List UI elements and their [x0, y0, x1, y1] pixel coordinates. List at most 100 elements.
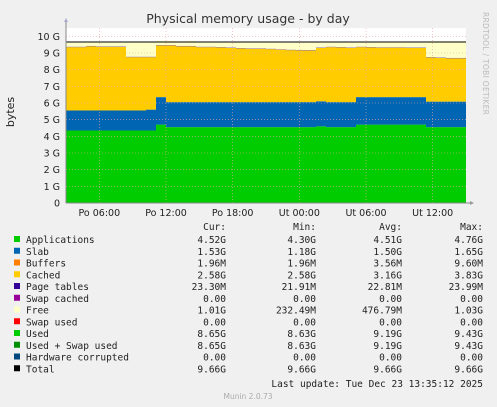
legend-swatch: [14, 236, 20, 242]
legend-value-min: 232.49M: [276, 306, 316, 317]
x-tick-label: Ut 00:00: [279, 208, 320, 219]
legend-label: Total: [26, 364, 55, 375]
legend-value-avg: 9.19G: [373, 329, 402, 340]
legend-value-max: 0.00: [460, 294, 483, 305]
y-axis-label: bytes: [4, 97, 17, 128]
grid-lines: [66, 28, 466, 203]
legend-swatch: [14, 330, 20, 336]
legend-value-cur: 1.01G: [197, 306, 226, 317]
legend-value-cur: 0.00: [203, 353, 226, 364]
legend-label: Page tables: [26, 282, 89, 293]
legend-row-buffers: Buffers 1.96M 1.96M 3.56M 9.60M: [14, 259, 483, 270]
legend-value-min: 2.58G: [287, 270, 316, 281]
y-tick-label: 8 G: [44, 65, 60, 76]
legend-value-min: 8.63G: [287, 329, 316, 340]
legend-value-min: 9.66G: [287, 364, 316, 375]
legend-value-cur: 23.30M: [192, 282, 227, 293]
legend-value-max: 0.00: [460, 353, 483, 364]
legend-swatch: [14, 365, 20, 372]
legend-swatch: [14, 306, 20, 313]
legend-value-avg: 4.51G: [373, 235, 402, 246]
legend-value-min: 4.30G: [287, 235, 316, 246]
y-tick-label: 1 G: [44, 182, 60, 193]
legend-value-cur: 1.53G: [197, 247, 226, 258]
legend-swatch: [14, 247, 20, 254]
legend-value-min: 8.63G: [287, 341, 316, 352]
area-page-tables: [66, 45, 466, 60]
legend-swatch: [14, 353, 20, 360]
axes: [64, 18, 474, 205]
legend-label: Used + Swap used: [26, 341, 118, 352]
legend-swatch: [14, 259, 20, 266]
legend-row-cached: Cached 2.58G 2.58G 3.16G 3.83G: [14, 270, 483, 281]
y-tick-labels: 0 1 G 2 G 3 G 4 G 5 G 6 G 7 G 8 G 9 G 10 G: [38, 32, 60, 210]
legend-value-max: 9.66G: [454, 364, 483, 375]
legend-row-total: Total 9.66G 9.66G 9.66G 9.66G: [14, 364, 483, 375]
legend-label: Cached: [26, 270, 60, 281]
legend-swatch: [14, 318, 20, 325]
legend-value-cur: 4.52G: [197, 235, 226, 246]
legend-value-min: 1.18G: [287, 247, 316, 258]
legend-value-avg: 0.00: [379, 294, 402, 305]
x-tick-labels: Po 06:00 Po 12:00 Po 18:00 Ut 00:00 Ut 06:00…: [79, 208, 454, 219]
legend-value-max: 1.65G: [454, 247, 483, 258]
legend-header-cur: Cur:: [203, 222, 226, 233]
legend-row-applications: Applications 4.52G 4.30G 4.51G 4.76G: [14, 235, 483, 246]
legend-value-max: 23.99M: [449, 282, 484, 293]
y-tick-label: 6 G: [44, 99, 60, 110]
last-update: Last update: Tue Dec 23 13:35:12 2025: [271, 379, 483, 390]
munin-version: Munin 2.0.73: [223, 392, 272, 401]
legend-value-avg: 3.16G: [373, 270, 402, 281]
legend-row-used-swap-used: Used + Swap used 8.65G 8.63G 9.19G 9.43G: [14, 341, 483, 352]
legend-value-cur: 1.96M: [197, 259, 226, 270]
area-slab: [66, 97, 466, 131]
area-free: [66, 40, 466, 59]
legend-value-min: 0.00: [293, 294, 316, 305]
x-tick-label: Po 12:00: [145, 208, 187, 219]
legend-value-avg: 9.66G: [373, 364, 402, 375]
legend-value-avg: 476.79M: [362, 306, 402, 317]
legend-value-cur: 2.58G: [197, 270, 226, 281]
y-tick-label: 10 G: [38, 32, 60, 43]
legend-label: Applications: [26, 235, 95, 246]
legend-row-swap-used: Swap used 0.00 0.00 0.00 0.00: [14, 317, 483, 328]
x-axis-arrow: [470, 201, 474, 205]
legend-value-min: 21.91M: [282, 282, 317, 293]
x-tick-label: Ut 06:00: [345, 208, 386, 219]
legend-header-avg: Avg:: [379, 222, 402, 233]
y-tick-label: 3 G: [44, 149, 60, 160]
legend-value-avg: 3.56M: [373, 259, 402, 270]
legend-value-max: 4.76G: [454, 235, 483, 246]
legend-row-slab: Slab 1.53G 1.18G 1.50G 1.65G: [14, 247, 483, 258]
legend-label: Hardware corrupted: [26, 353, 129, 364]
x-tick-label: Ut 12:00: [412, 208, 453, 219]
legend-value-cur: 0.00: [203, 317, 226, 328]
y-tick-label: 7 G: [44, 82, 60, 93]
legend-label: Used: [26, 329, 49, 340]
legend-rows: Applications 4.52G 4.30G 4.51G 4.76G Slab 1.53…: [14, 235, 483, 375]
legend-swatch: [14, 341, 20, 348]
legend-value-avg: 9.19G: [373, 341, 402, 352]
legend-row-hardware-corrupted: Hardware corrupted 0.00 0.00 0.00 0.00: [14, 353, 483, 364]
legend-label: Buffers: [26, 259, 66, 270]
x-tick-label: Po 18:00: [212, 208, 254, 219]
legend-row-swap-cached: Swap cached 0.00 0.00 0.00 0.00: [14, 294, 483, 305]
legend-swatch: [14, 283, 20, 289]
y-tick-label: 0: [54, 199, 60, 210]
legend-value-cur: 9.66G: [197, 364, 226, 375]
legend-value-max: 3.83G: [454, 270, 483, 281]
legend-value-max: 9.43G: [454, 329, 483, 340]
chart-title: Physical memory usage - by day: [146, 11, 350, 26]
legend-header-max: Max:: [460, 222, 483, 233]
area-applications: [66, 124, 466, 203]
legend-swatch: [14, 294, 20, 301]
y-axis-arrow: [64, 18, 68, 22]
rrdtool-credit: RRDTOOL / TOBI OETIKER: [481, 12, 490, 115]
legend-table: Cur: Min: Avg: Max: Applications 4.52G 4.3…: [14, 222, 483, 390]
legend-row-page-tables: Page tables 23.30M 21.91M 22.81M 23.99M: [14, 282, 483, 293]
legend-value-avg: 22.81M: [368, 282, 403, 293]
y-tick-label: 4 G: [44, 132, 60, 143]
legend-value-max: 0.00: [460, 317, 483, 328]
legend-row-free: Free 1.01G 232.49M 476.79M 1.03G: [14, 306, 483, 317]
